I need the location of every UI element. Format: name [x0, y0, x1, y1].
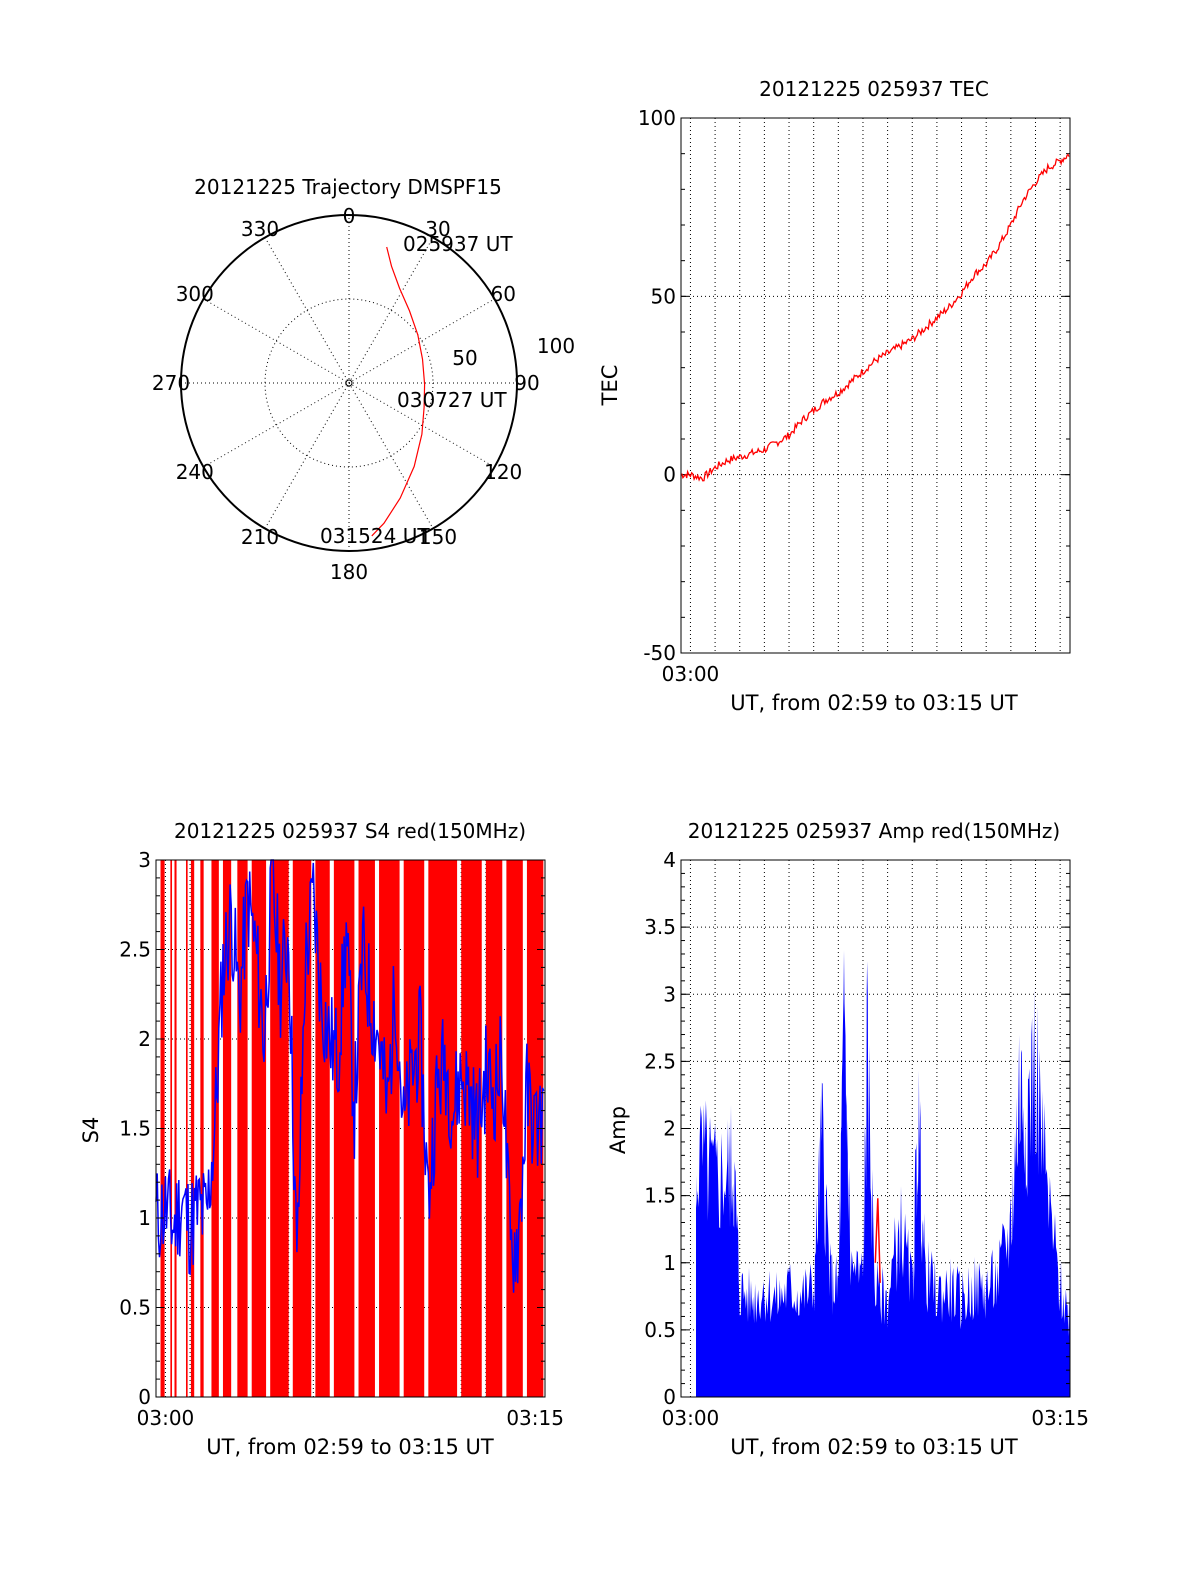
s4-ytick-label: 1 [138, 1206, 151, 1230]
polar-azimuth-labels: 0 30 60 90 120 150 180 210 240 270 300 330 [152, 204, 540, 584]
amp-ytick-label: 4 [663, 848, 676, 872]
tec-axes-frame [680, 117, 1071, 654]
s4-ytick-label: 1.5 [119, 1117, 151, 1141]
s4-red-span [270, 860, 289, 1397]
amp-xtick-label: 03:00 [662, 1406, 720, 1430]
s4-ytick-label: 0.5 [119, 1296, 151, 1320]
s4-red-span [526, 860, 544, 1397]
polar-azimuth-label: 120 [484, 460, 522, 484]
polar-azimuth-label: 60 [490, 282, 515, 306]
s4-axes-frame [155, 859, 546, 1398]
s4-red-span [222, 860, 232, 1397]
s4-plot: 20121225 025937 S4 red(150MHz) 0 0.5 1 1.5 2… [79, 819, 564, 1459]
s4-title: 20121225 025937 S4 red(150MHz) [174, 819, 526, 843]
amp-blue-filled-series [696, 950, 1070, 1397]
s4-ticks: 0 0.5 1 1.5 2 2.5 3 03:00 03:15 [119, 848, 564, 1430]
s4-xtick-label: 03:15 [506, 1406, 564, 1430]
polar-annotation-end: 031524 UT [320, 524, 430, 548]
s4-red-spans [160, 860, 544, 1397]
amp-title: 20121225 025937 Amp red(150MHz) [688, 819, 1060, 843]
amp-y-axis-label: Amp [606, 1106, 630, 1154]
s4-blue-series-line [155, 859, 545, 1293]
amp-ytick-label: 3.5 [644, 915, 676, 939]
polar-azimuth-label: 30 [425, 217, 450, 241]
s4-red-span [237, 860, 248, 1397]
polar-azimuth-label: 300 [176, 282, 214, 306]
polar-trajectory-line [371, 246, 426, 537]
s4-red-span [185, 860, 188, 1397]
polar-azimuth-label: 240 [176, 460, 214, 484]
s4-red-span [190, 860, 195, 1397]
s4-red-span [170, 860, 173, 1397]
s4-red-span [292, 860, 312, 1397]
tec-ticks: -50 0 50 100 03:00 [638, 106, 1070, 686]
tec-xtick-label: 03:00 [662, 662, 720, 686]
amp-ytick-label: 0 [663, 1385, 676, 1409]
s4-ytick-label: 3 [138, 848, 151, 872]
polar-radial-label-100: 100 [537, 334, 575, 358]
polar-azimuth-label: 270 [152, 371, 190, 395]
polar-annotation-start: 025937 UT [403, 232, 513, 256]
s4-red-span [379, 860, 400, 1397]
amp-grid [681, 860, 1070, 1397]
polar-azimuth-label: 0 [343, 204, 356, 228]
polar-radial-label-50: 50 [452, 346, 477, 370]
tec-plot: 20121225 025937 TEC -50 0 50 100 03:00 UT, f… [598, 77, 1071, 715]
s4-red-span [333, 860, 355, 1397]
tec-ytick-label: -50 [643, 641, 676, 665]
polar-azimuth-label: 90 [514, 371, 539, 395]
s4-red-span [251, 860, 267, 1397]
tec-ytick-label: 100 [638, 106, 676, 130]
amp-ticks: 0 0.5 1 1.5 2 2.5 3 3.5 4 03:00 03:15 [644, 848, 1089, 1430]
tec-ytick-label: 0 [663, 463, 676, 487]
polar-azimuth-label: 330 [241, 217, 279, 241]
tec-y-axis-label: TEC [598, 365, 622, 407]
s4-red-span [506, 860, 523, 1397]
polar-grid [181, 215, 517, 551]
amp-ytick-label: 1 [663, 1251, 676, 1275]
amp-ytick-label: 2.5 [644, 1049, 676, 1073]
polar-azimuth-label: 180 [330, 560, 368, 584]
s4-ytick-label: 2.5 [119, 938, 151, 962]
amp-red-series-line [874, 1198, 881, 1283]
amp-ytick-label: 3 [663, 982, 676, 1006]
s4-red-span [358, 860, 375, 1397]
polar-outer-circle [180, 214, 518, 552]
s4-ytick-label: 0 [138, 1385, 151, 1409]
amp-x-axis-label: UT, from 02:59 to 03:15 UT [730, 1435, 1018, 1459]
polar-title: 20121225 Trajectory DMSPF15 [194, 175, 502, 199]
amp-plot: 20121225 025937 Amp red(150MHz) 0 0.5 1 1.5… [606, 819, 1089, 1459]
s4-red-span [403, 860, 425, 1397]
tec-title: 20121225 025937 TEC [759, 77, 989, 101]
polar-azimuth-label: 210 [241, 525, 279, 549]
s4-red-span [200, 860, 204, 1397]
s4-xtick-label: 03:00 [137, 1406, 195, 1430]
amp-ytick-label: 1.5 [644, 1184, 676, 1208]
s4-x-axis-label: UT, from 02:59 to 03:15 UT [206, 1435, 494, 1459]
tec-series-line [680, 153, 1070, 482]
s4-ytick-label: 2 [138, 1027, 151, 1051]
polar-trajectory-plot: 20121225 Trajectory DMSPF15 0 30 60 90 120 15… [152, 175, 575, 584]
polar-annotation-mid: 030727 UT [397, 388, 507, 412]
tec-grid [681, 118, 1070, 653]
s4-red-span [174, 860, 177, 1397]
amp-ytick-label: 0.5 [644, 1318, 676, 1342]
polar-grid-spoke [264, 237, 434, 529]
tec-x-axis-label: UT, from 02:59 to 03:15 UT [730, 691, 1018, 715]
s4-y-axis-label: S4 [79, 1117, 103, 1144]
amp-axes-frame [680, 859, 1071, 1398]
tec-ytick-label: 50 [651, 284, 676, 308]
amp-ytick-label: 2 [663, 1117, 676, 1141]
polar-azimuth-label: 150 [419, 525, 457, 549]
amp-xtick-label: 03:15 [1031, 1406, 1089, 1430]
